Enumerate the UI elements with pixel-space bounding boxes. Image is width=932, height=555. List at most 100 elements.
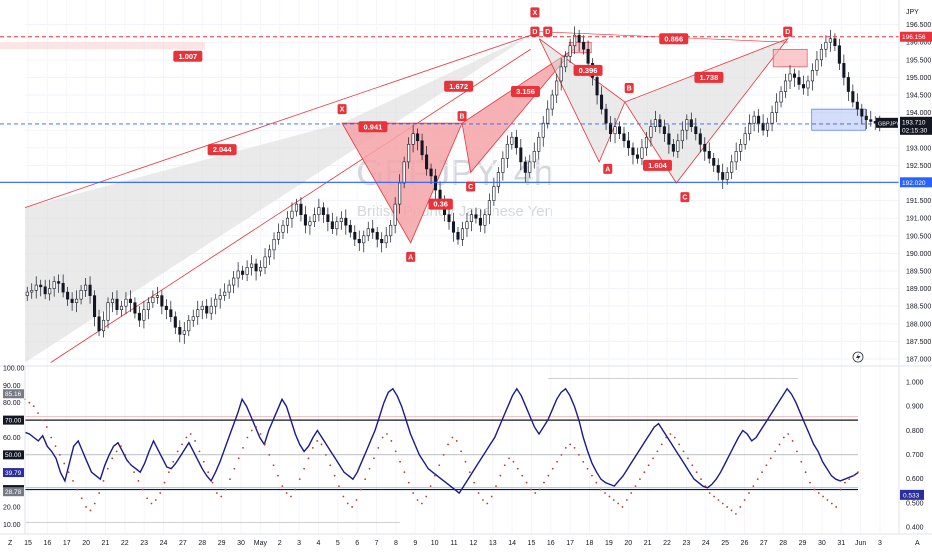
candle-body bbox=[75, 298, 79, 303]
rsi-dot bbox=[695, 471, 698, 474]
candle-body bbox=[335, 221, 339, 230]
candle-body bbox=[698, 133, 702, 145]
time-tick-label: 20 bbox=[82, 540, 90, 547]
price-tick-label: 191.000 bbox=[906, 216, 931, 223]
time-tick-label: 4 bbox=[317, 540, 321, 547]
rsi-dot bbox=[32, 405, 35, 408]
time-tick-label: 25 bbox=[721, 540, 729, 547]
rsi-dot bbox=[525, 481, 528, 484]
zone-left bbox=[0, 42, 205, 50]
time-tick-label: 22 bbox=[663, 540, 671, 547]
time-tick-label: 28 bbox=[779, 540, 787, 547]
time-tick-label: 20 bbox=[624, 540, 632, 547]
rsi-dot bbox=[639, 478, 641, 481]
rsi-dot bbox=[194, 440, 196, 442]
rsi-dot bbox=[791, 440, 794, 442]
rsi-dot bbox=[281, 485, 284, 488]
rsi-dot bbox=[486, 502, 489, 505]
rsi-dot bbox=[159, 492, 162, 494]
candle-body bbox=[137, 312, 141, 321]
price-tick-label: 193.000 bbox=[906, 145, 931, 152]
rsi-dot bbox=[577, 453, 580, 456]
rsi-dot bbox=[704, 485, 707, 488]
pattern-labels: X A B C D X D A B C D 1.007 2.044 0.941 0.36 1.672 3.156… bbox=[173, 7, 793, 262]
rsi-badge bbox=[3, 487, 24, 497]
candle-body bbox=[465, 221, 469, 230]
rsi-dot bbox=[102, 479, 105, 482]
rsi-right-tick: 0.500 bbox=[906, 500, 924, 507]
time-tick-label: 12 bbox=[469, 540, 477, 547]
axis-right-letter[interactable]: A bbox=[915, 540, 920, 547]
rsi-dot bbox=[268, 453, 271, 456]
candle-body bbox=[182, 330, 186, 335]
rsi-dot bbox=[373, 457, 375, 460]
rsi-right-axis-ticks[interactable]: 1.000 0.900 0.800 0.700 0.600 0.500 0.400 0.533 bbox=[900, 380, 924, 532]
candle-body bbox=[514, 136, 518, 149]
candle-body bbox=[492, 186, 496, 201]
rsi-dot bbox=[708, 492, 711, 494]
axis-left-letter[interactable]: Z bbox=[8, 540, 13, 547]
candle-body bbox=[245, 267, 249, 275]
rsi-dot bbox=[316, 440, 319, 442]
rsi-dot bbox=[817, 492, 820, 494]
candle-body bbox=[842, 63, 846, 78]
harmonic-patterns bbox=[0, 31, 867, 363]
candle-body bbox=[635, 154, 639, 159]
rsi-dot bbox=[63, 462, 66, 465]
candle-body bbox=[339, 217, 343, 223]
rsi-dot bbox=[429, 485, 432, 488]
rsi-dot bbox=[89, 509, 92, 512]
candle-body bbox=[564, 56, 568, 68]
rsi-dot bbox=[399, 460, 401, 463]
flash-icon[interactable] bbox=[852, 351, 864, 363]
rsi-dot bbox=[464, 460, 467, 463]
rsi-line bbox=[24, 387, 859, 495]
rsi-left-axis-ticks[interactable]: 10.0020.0030.0040.0050.0060.0070.0080.00… bbox=[3, 366, 25, 529]
rsi-dot bbox=[54, 445, 57, 448]
reference-badge-label: 196.156 bbox=[902, 34, 926, 41]
rsi-dot bbox=[547, 474, 550, 477]
candle-body bbox=[393, 203, 397, 226]
rsi-dot bbox=[28, 401, 31, 404]
candle-body bbox=[93, 295, 97, 318]
time-axis-ticks[interactable]: 15 16 17 20 21 22 23 24 27 28 29 30 May 2 3 4 5 6 7 8 9 10 11 1… bbox=[24, 540, 882, 547]
time-tick-label: 24 bbox=[160, 540, 168, 547]
rsi-dot bbox=[137, 479, 140, 482]
time-tick-label: 17 bbox=[63, 540, 71, 547]
rsi-dot bbox=[364, 478, 367, 481]
rsi-dot bbox=[233, 467, 236, 470]
rsi-dot bbox=[172, 460, 175, 463]
candle-body bbox=[869, 119, 873, 122]
rsi-dot bbox=[277, 474, 279, 477]
time-tick-label: 21 bbox=[102, 540, 110, 547]
price-tick-label: 192.500 bbox=[906, 163, 931, 170]
candle-body bbox=[676, 140, 680, 152]
rsi-dot bbox=[189, 433, 192, 435]
candle-body bbox=[384, 235, 388, 244]
candle-body bbox=[326, 214, 330, 223]
rsi-dot bbox=[756, 478, 759, 481]
rsi-dot bbox=[852, 474, 855, 477]
grey-wedge-left bbox=[25, 35, 531, 363]
rsi-dot bbox=[652, 457, 654, 460]
watermark-subtitle: British Pound / Japanese Yen bbox=[357, 203, 553, 220]
rsi-dot bbox=[329, 464, 332, 467]
rsi-tick-label: 60.00 bbox=[3, 435, 21, 442]
rsi-dot bbox=[630, 492, 633, 494]
rsi-dot bbox=[508, 457, 510, 460]
rsi-dot bbox=[150, 502, 153, 505]
candle-body bbox=[57, 281, 61, 284]
candle-body bbox=[447, 214, 451, 223]
candle-body bbox=[837, 45, 841, 64]
candle-body bbox=[573, 34, 577, 47]
rsi-dot bbox=[58, 453, 61, 456]
candle-body bbox=[487, 200, 491, 215]
rsi-dot bbox=[665, 436, 668, 439]
time-tick-label: 14 bbox=[508, 540, 516, 547]
rsi-tick-label: 10.00 bbox=[3, 522, 21, 529]
candle-body bbox=[824, 41, 828, 50]
pattern-point-bg bbox=[603, 163, 613, 174]
rsi-dot bbox=[76, 488, 79, 491]
